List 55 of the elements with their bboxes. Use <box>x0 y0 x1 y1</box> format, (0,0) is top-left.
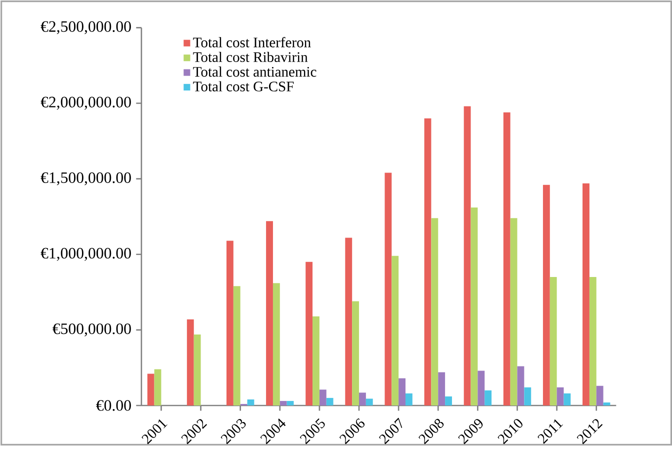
bar <box>438 372 446 406</box>
bar <box>484 390 492 406</box>
bar <box>470 208 478 406</box>
bar <box>186 319 194 406</box>
bar <box>366 398 373 406</box>
y-tick-label: €1,000,000.00 <box>40 248 131 261</box>
bar <box>247 399 254 406</box>
legend-label: Total cost Ribavirin <box>193 52 308 62</box>
bar <box>424 118 432 406</box>
bar <box>345 238 352 406</box>
bar <box>319 390 326 406</box>
legend-label: Total cost G-CSF <box>193 81 294 92</box>
bar <box>464 106 471 406</box>
bar <box>392 256 399 406</box>
bar <box>286 400 294 406</box>
bar <box>326 398 334 406</box>
y-tick-label: €2,000,000.00 <box>40 96 131 110</box>
bar <box>233 286 240 406</box>
bar <box>226 240 234 406</box>
bar <box>266 221 273 406</box>
bar <box>582 183 590 406</box>
bar <box>596 386 604 406</box>
bar <box>312 316 320 406</box>
bar <box>524 387 532 406</box>
y-tick-label: €1,500,000.00 <box>40 172 131 186</box>
legend-label: Total cost Interferon <box>193 37 311 48</box>
bar <box>589 277 596 406</box>
bar <box>306 262 313 406</box>
bar <box>359 392 366 406</box>
bar <box>603 402 610 406</box>
bar <box>147 374 154 406</box>
bar <box>478 370 485 406</box>
bar <box>556 387 564 406</box>
bar <box>550 277 557 406</box>
bar <box>272 283 280 406</box>
bar <box>445 396 452 406</box>
y-tick-label: €500,000.00 <box>52 323 131 336</box>
bar <box>517 366 524 406</box>
bar <box>431 218 438 406</box>
y-tick-label: €2,500,000.00 <box>40 21 131 34</box>
bar <box>542 184 550 406</box>
bar <box>510 218 518 406</box>
bar <box>564 393 571 406</box>
bar <box>503 112 510 406</box>
legend-label: Total cost antianemic <box>193 66 316 77</box>
bar <box>154 369 162 406</box>
x-tick-label: 2001 <box>142 419 168 444</box>
y-tick-label: €0.00 <box>96 400 131 411</box>
bar <box>384 172 392 406</box>
bar <box>398 378 406 406</box>
bar <box>352 301 360 406</box>
bar <box>405 393 412 406</box>
x-tick-label: 2011 <box>538 419 564 444</box>
bar <box>194 334 201 406</box>
bar <box>280 400 287 406</box>
